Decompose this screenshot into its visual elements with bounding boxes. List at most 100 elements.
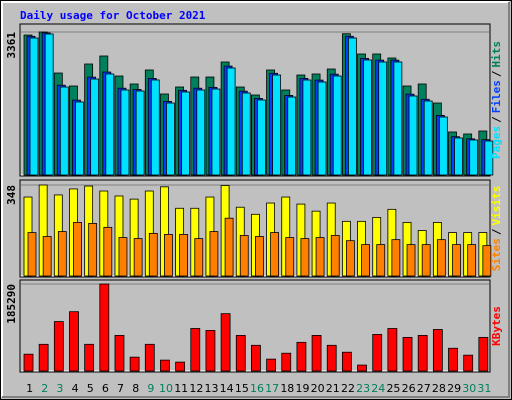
bar: [29, 37, 39, 176]
bar: [114, 335, 125, 372]
bar: [469, 139, 479, 176]
bar: [393, 61, 403, 176]
x-tick-label: 24: [371, 382, 385, 395]
x-tick-label: 15: [235, 382, 249, 395]
bar: [376, 244, 386, 277]
bar: [341, 351, 352, 372]
bar: [181, 91, 191, 176]
bar: [452, 244, 461, 277]
bar: [281, 352, 292, 372]
legend-entry: Pages: [490, 126, 503, 159]
bar: [326, 344, 337, 372]
legend-entry: Visits: [490, 186, 503, 226]
bar: [42, 236, 52, 277]
bar: [53, 321, 64, 372]
bar: [432, 329, 443, 372]
x-tick-label: 18: [280, 382, 294, 395]
bar: [224, 217, 234, 277]
legend-separator: /: [490, 70, 503, 77]
bar: [118, 237, 128, 277]
legend-entry: Hits: [490, 41, 503, 68]
x-tick-label: 16: [250, 382, 264, 395]
legend-entry: Sites: [490, 238, 503, 271]
y-tick-label: 3361: [5, 32, 18, 59]
bar: [296, 341, 307, 372]
bar: [285, 237, 295, 277]
bar: [209, 231, 219, 277]
bar: [363, 59, 372, 176]
bar: [103, 226, 113, 277]
bar: [408, 95, 418, 176]
bar: [144, 343, 155, 372]
bar: [317, 81, 327, 176]
x-tick-label: 26: [402, 382, 416, 395]
bar: [120, 89, 130, 176]
x-tick-label: 31: [477, 382, 491, 395]
x-tick-label: 17: [265, 382, 279, 395]
bar: [251, 344, 261, 372]
x-tick-label: 3: [56, 382, 63, 395]
bar: [463, 354, 474, 372]
bar: [84, 343, 95, 372]
bar: [484, 140, 494, 176]
bar: [196, 89, 206, 176]
x-tick-label: 23: [356, 382, 370, 395]
x-tick-label: 12: [189, 382, 203, 395]
x-tick-label: 2: [41, 382, 48, 395]
bar: [347, 37, 357, 176]
bar: [226, 67, 236, 176]
bar: [438, 116, 448, 176]
bar: [99, 283, 110, 372]
bar: [75, 101, 84, 176]
legend: Pages / Files / Hits: [490, 41, 503, 159]
bar: [38, 343, 49, 372]
bar: [372, 334, 383, 372]
x-tick-label: 14: [220, 382, 234, 395]
bar: [391, 239, 401, 277]
x-tick-label: 7: [117, 382, 124, 395]
bar: [133, 238, 143, 277]
bar: [194, 238, 204, 277]
bar: [448, 347, 458, 372]
bar: [69, 311, 79, 372]
x-tick-label: 9: [147, 382, 154, 395]
bar: [150, 79, 160, 176]
x-tick-label: 8: [132, 382, 139, 395]
bar: [387, 328, 398, 372]
bar: [378, 61, 388, 176]
bar: [311, 335, 322, 372]
legend: Sites / Visits: [490, 186, 503, 272]
bar: [211, 88, 221, 176]
bar: [270, 232, 279, 277]
legend-entry: KBytes: [490, 306, 503, 346]
bar: [175, 361, 186, 372]
x-tick-label: 10: [159, 382, 173, 395]
bar: [287, 96, 297, 176]
legend-separator: /: [490, 228, 503, 235]
bar: [241, 92, 251, 176]
bar: [436, 239, 446, 277]
bar: [255, 236, 264, 277]
x-tick-label: 21: [326, 382, 340, 395]
y-tick-label: 185290: [5, 284, 18, 324]
bar: [164, 234, 173, 277]
bar: [135, 90, 145, 176]
y-tick-label: 348: [5, 185, 18, 205]
bar: [90, 78, 100, 176]
bar: [44, 33, 54, 176]
bar: [421, 244, 431, 277]
bar: [166, 102, 175, 176]
bar: [179, 234, 189, 277]
bar: [454, 137, 463, 176]
bar: [148, 232, 158, 277]
bar: [257, 99, 266, 176]
bar: [423, 100, 433, 176]
bar: [235, 335, 246, 372]
bar: [302, 79, 312, 176]
bar: [357, 364, 367, 372]
bar: [417, 335, 428, 372]
bar: [160, 359, 170, 372]
bar: [406, 244, 416, 277]
bar: [478, 336, 489, 372]
